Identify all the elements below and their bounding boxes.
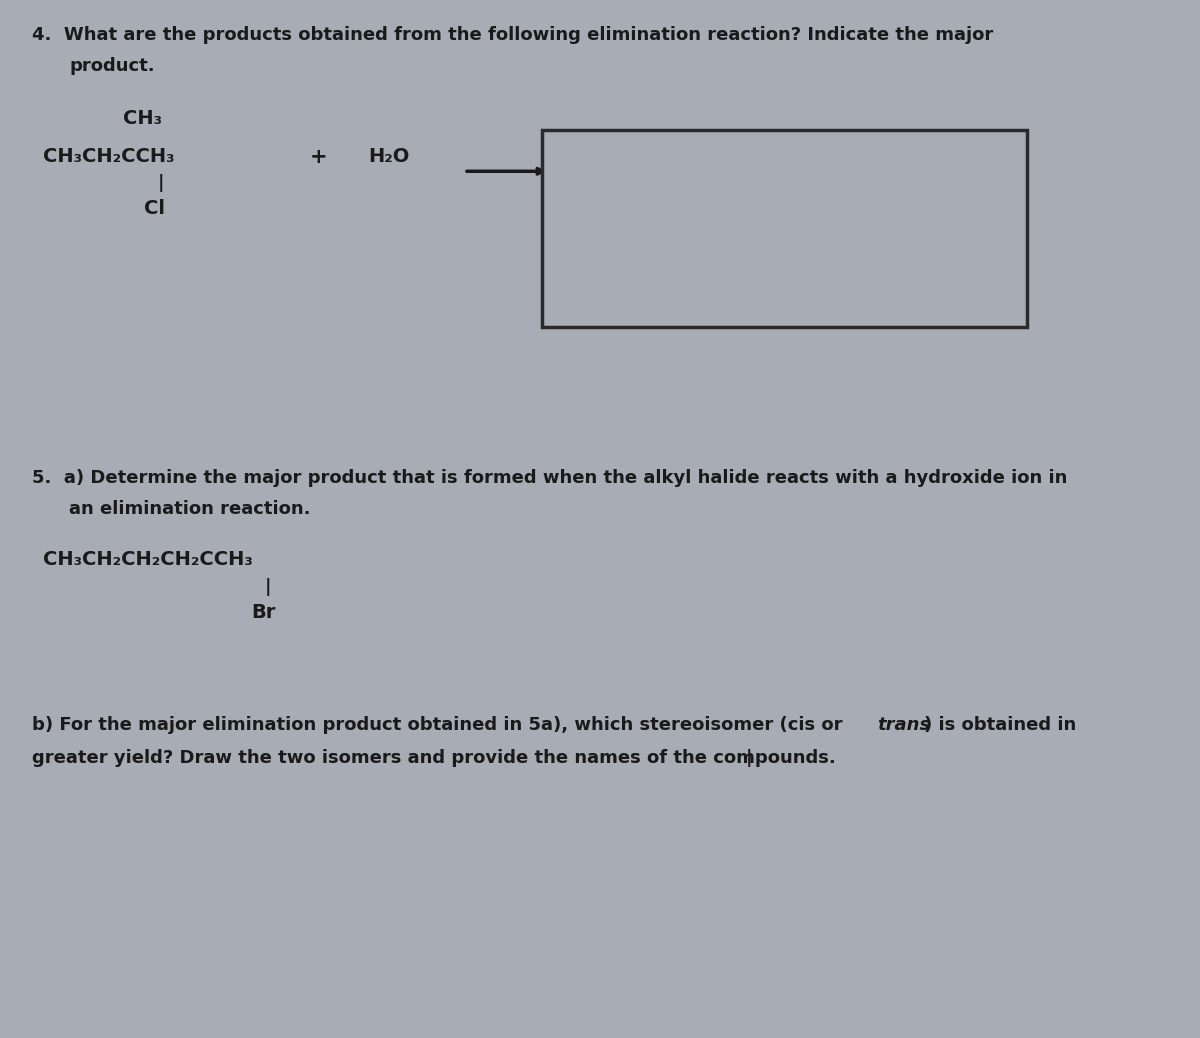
Text: H₂O: H₂O [368,147,409,166]
Text: product.: product. [70,57,155,75]
Text: ?: ? [775,203,793,233]
Text: CH₃CH₂CH₂CH₂CCH₃: CH₃CH₂CH₂CH₂CCH₃ [43,550,252,569]
Bar [542,130,1027,327]
Text: +: + [310,147,326,167]
Text: |: | [745,749,752,767]
Text: 4.  What are the products obtained from the following elimination reaction? Indi: 4. What are the products obtained from t… [32,26,994,44]
Text: |: | [158,174,164,192]
Text: trans: trans [877,716,930,734]
Text: Br: Br [252,603,276,622]
Text: b) For the major elimination product obtained in 5a), which stereoisomer (cis or: b) For the major elimination product obt… [32,716,848,734]
Text: an elimination reaction.: an elimination reaction. [70,500,311,518]
Text: Cl: Cl [144,199,166,218]
Text: CH₃CH₂CCH₃: CH₃CH₂CCH₃ [43,147,174,166]
Text: CH₃: CH₃ [122,109,162,128]
Text: ) is obtained in: ) is obtained in [924,716,1076,734]
Text: 5.  a) Determine the major product that is formed when the alkyl halide reacts w: 5. a) Determine the major product that i… [32,469,1067,487]
Text: greater yield? Draw the two isomers and provide the names of the compounds.: greater yield? Draw the two isomers and … [32,749,835,767]
Text: |: | [264,578,271,596]
